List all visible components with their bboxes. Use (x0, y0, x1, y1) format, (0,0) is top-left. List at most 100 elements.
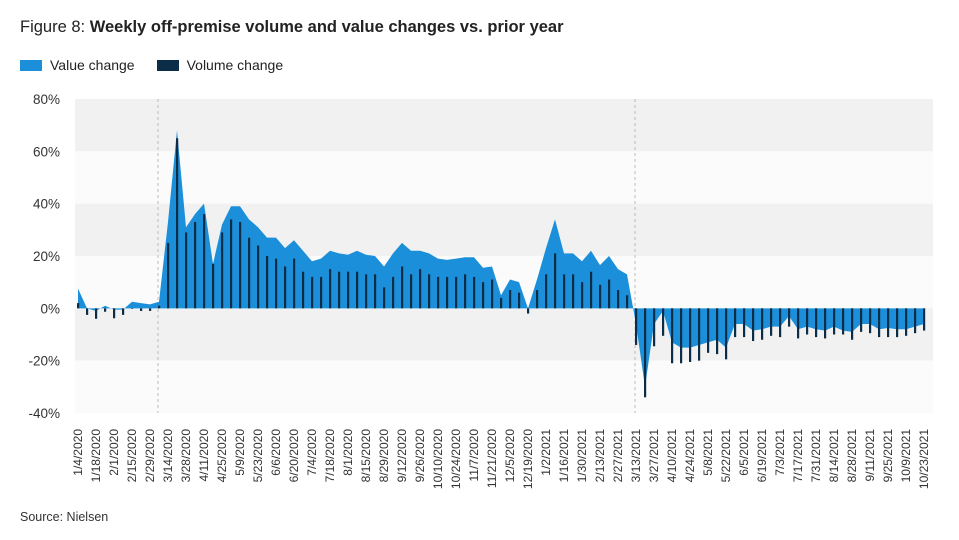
volume-change-bar (878, 308, 881, 338)
legend-item-volume: Volume change (156, 57, 284, 73)
volume-change-bar (743, 308, 746, 338)
volume-change-bar (383, 287, 386, 309)
volume-change-bar (599, 284, 602, 309)
y-tick-label: 80% (33, 92, 60, 107)
x-tick-label: 10/10/2020 (431, 429, 445, 489)
volume-change-bar (374, 274, 377, 309)
x-tick-label: 9/26/2020 (413, 429, 427, 483)
x-tick-label: 11/21/2020 (485, 429, 499, 488)
volume-change-bar (473, 276, 476, 309)
volume-change-bar (293, 258, 296, 309)
volume-change-bar (149, 308, 152, 311)
y-tick-label: -20% (28, 354, 60, 369)
x-tick-label: 1/4/2020 (71, 429, 85, 476)
volume-change-bar (221, 232, 224, 309)
x-tick-label: 1/16/2021 (557, 429, 571, 483)
volume-change-bar (77, 303, 80, 309)
x-tick-label: 7/18/2020 (323, 429, 337, 483)
y-tick-label: 0% (40, 301, 60, 316)
title-text: Weekly off-premise volume and value chan… (89, 18, 564, 36)
x-tick-label: 2/15/2020 (125, 429, 139, 483)
volume-change-bar (104, 308, 107, 312)
volume-change-bar (239, 221, 242, 309)
x-tick-label: 8/1/2020 (341, 429, 355, 476)
x-tick-label: 2/1/2020 (107, 429, 121, 476)
volume-change-bar (347, 271, 350, 309)
x-tick-label: 12/19/2020 (521, 429, 535, 489)
volume-change-bar (896, 308, 899, 338)
volume-change-bar (779, 308, 782, 338)
x-tick-label: 1/2/2021 (539, 429, 553, 476)
x-tick-label: 8/15/2020 (359, 429, 373, 483)
volume-change-bar (806, 308, 809, 335)
volume-change-bar (752, 308, 755, 342)
volume-change-bar (176, 138, 179, 309)
x-tick-label: 11/7/2020 (467, 429, 481, 482)
volume-change-bar (203, 214, 206, 309)
x-tick-label: 3/27/2021 (647, 429, 661, 483)
volume-change-bar (608, 279, 611, 309)
volume-change-bar (482, 282, 485, 309)
volume-change-bar (518, 292, 521, 309)
x-tick-label: 4/11/2020 (197, 429, 211, 482)
x-tick-label: 4/24/2021 (683, 429, 697, 483)
x-tick-label: 6/20/2020 (287, 429, 301, 483)
volume-change-bar (329, 269, 332, 309)
y-tick-label: -40% (28, 406, 60, 421)
x-tick-label: 8/29/2020 (377, 429, 391, 483)
figure-number: Figure 8: (20, 18, 86, 36)
volume-change-bar (113, 308, 116, 319)
volume-change-bar (527, 308, 530, 314)
volume-change-bar (419, 269, 422, 309)
x-tick-label: 7/4/2020 (305, 429, 319, 476)
x-tick-label: 12/5/2020 (503, 429, 517, 483)
x-tick-label: 10/23/2021 (917, 429, 931, 489)
volume-change-bar (572, 274, 575, 309)
legend-label-volume: Volume change (186, 57, 284, 73)
volume-change-bar (797, 308, 800, 339)
volume-change-bar (662, 308, 665, 336)
volume-change-bar (491, 279, 494, 309)
grid-band (75, 360, 933, 413)
volume-change-bar (761, 308, 764, 340)
x-tick-label: 8/14/2021 (827, 429, 841, 483)
volume-change-bar (923, 308, 926, 331)
x-tick-label: 6/5/2021 (737, 429, 751, 476)
volume-change-bar (698, 308, 701, 361)
volume-change-bar (257, 245, 260, 309)
volume-change-bar (545, 274, 548, 309)
volume-change-bar (653, 308, 656, 347)
volume-change-bar (590, 271, 593, 309)
volume-change-bar (860, 308, 863, 332)
x-tick-label: 7/17/2021 (791, 429, 805, 483)
volume-change-bar (842, 308, 845, 335)
x-tick-label: 2/27/2021 (611, 429, 625, 483)
volume-change-bar (167, 242, 170, 309)
volume-change-bar (689, 308, 692, 362)
volume-change-bar (509, 290, 512, 309)
x-tick-label: 5/9/2020 (233, 429, 247, 476)
volume-change-bar (833, 308, 836, 335)
volume-change-bar (275, 258, 278, 309)
x-tick-label: 6/19/2021 (755, 429, 769, 483)
x-tick-label: 2/13/2021 (593, 429, 607, 483)
volume-change-bar (914, 308, 917, 334)
volume-change-bar (824, 308, 827, 339)
volume-change-bar (716, 308, 719, 355)
volume-change-bar (338, 271, 341, 309)
volume-change-bar (788, 308, 791, 327)
volume-change-bar (464, 274, 467, 309)
volume-change-bar (626, 295, 629, 309)
volume-change-bar (266, 256, 269, 309)
volume-change-bar (95, 308, 98, 319)
grid-band (75, 151, 933, 204)
volume-change-bar (230, 219, 233, 309)
x-tick-label: 4/25/2020 (215, 429, 229, 483)
y-tick-label: 20% (33, 249, 60, 264)
volume-change-bar (311, 276, 314, 309)
volume-change-bar (725, 308, 728, 360)
volume-change-bar (248, 237, 251, 309)
volume-change-bar (185, 232, 188, 309)
volume-change-bar (446, 276, 449, 309)
